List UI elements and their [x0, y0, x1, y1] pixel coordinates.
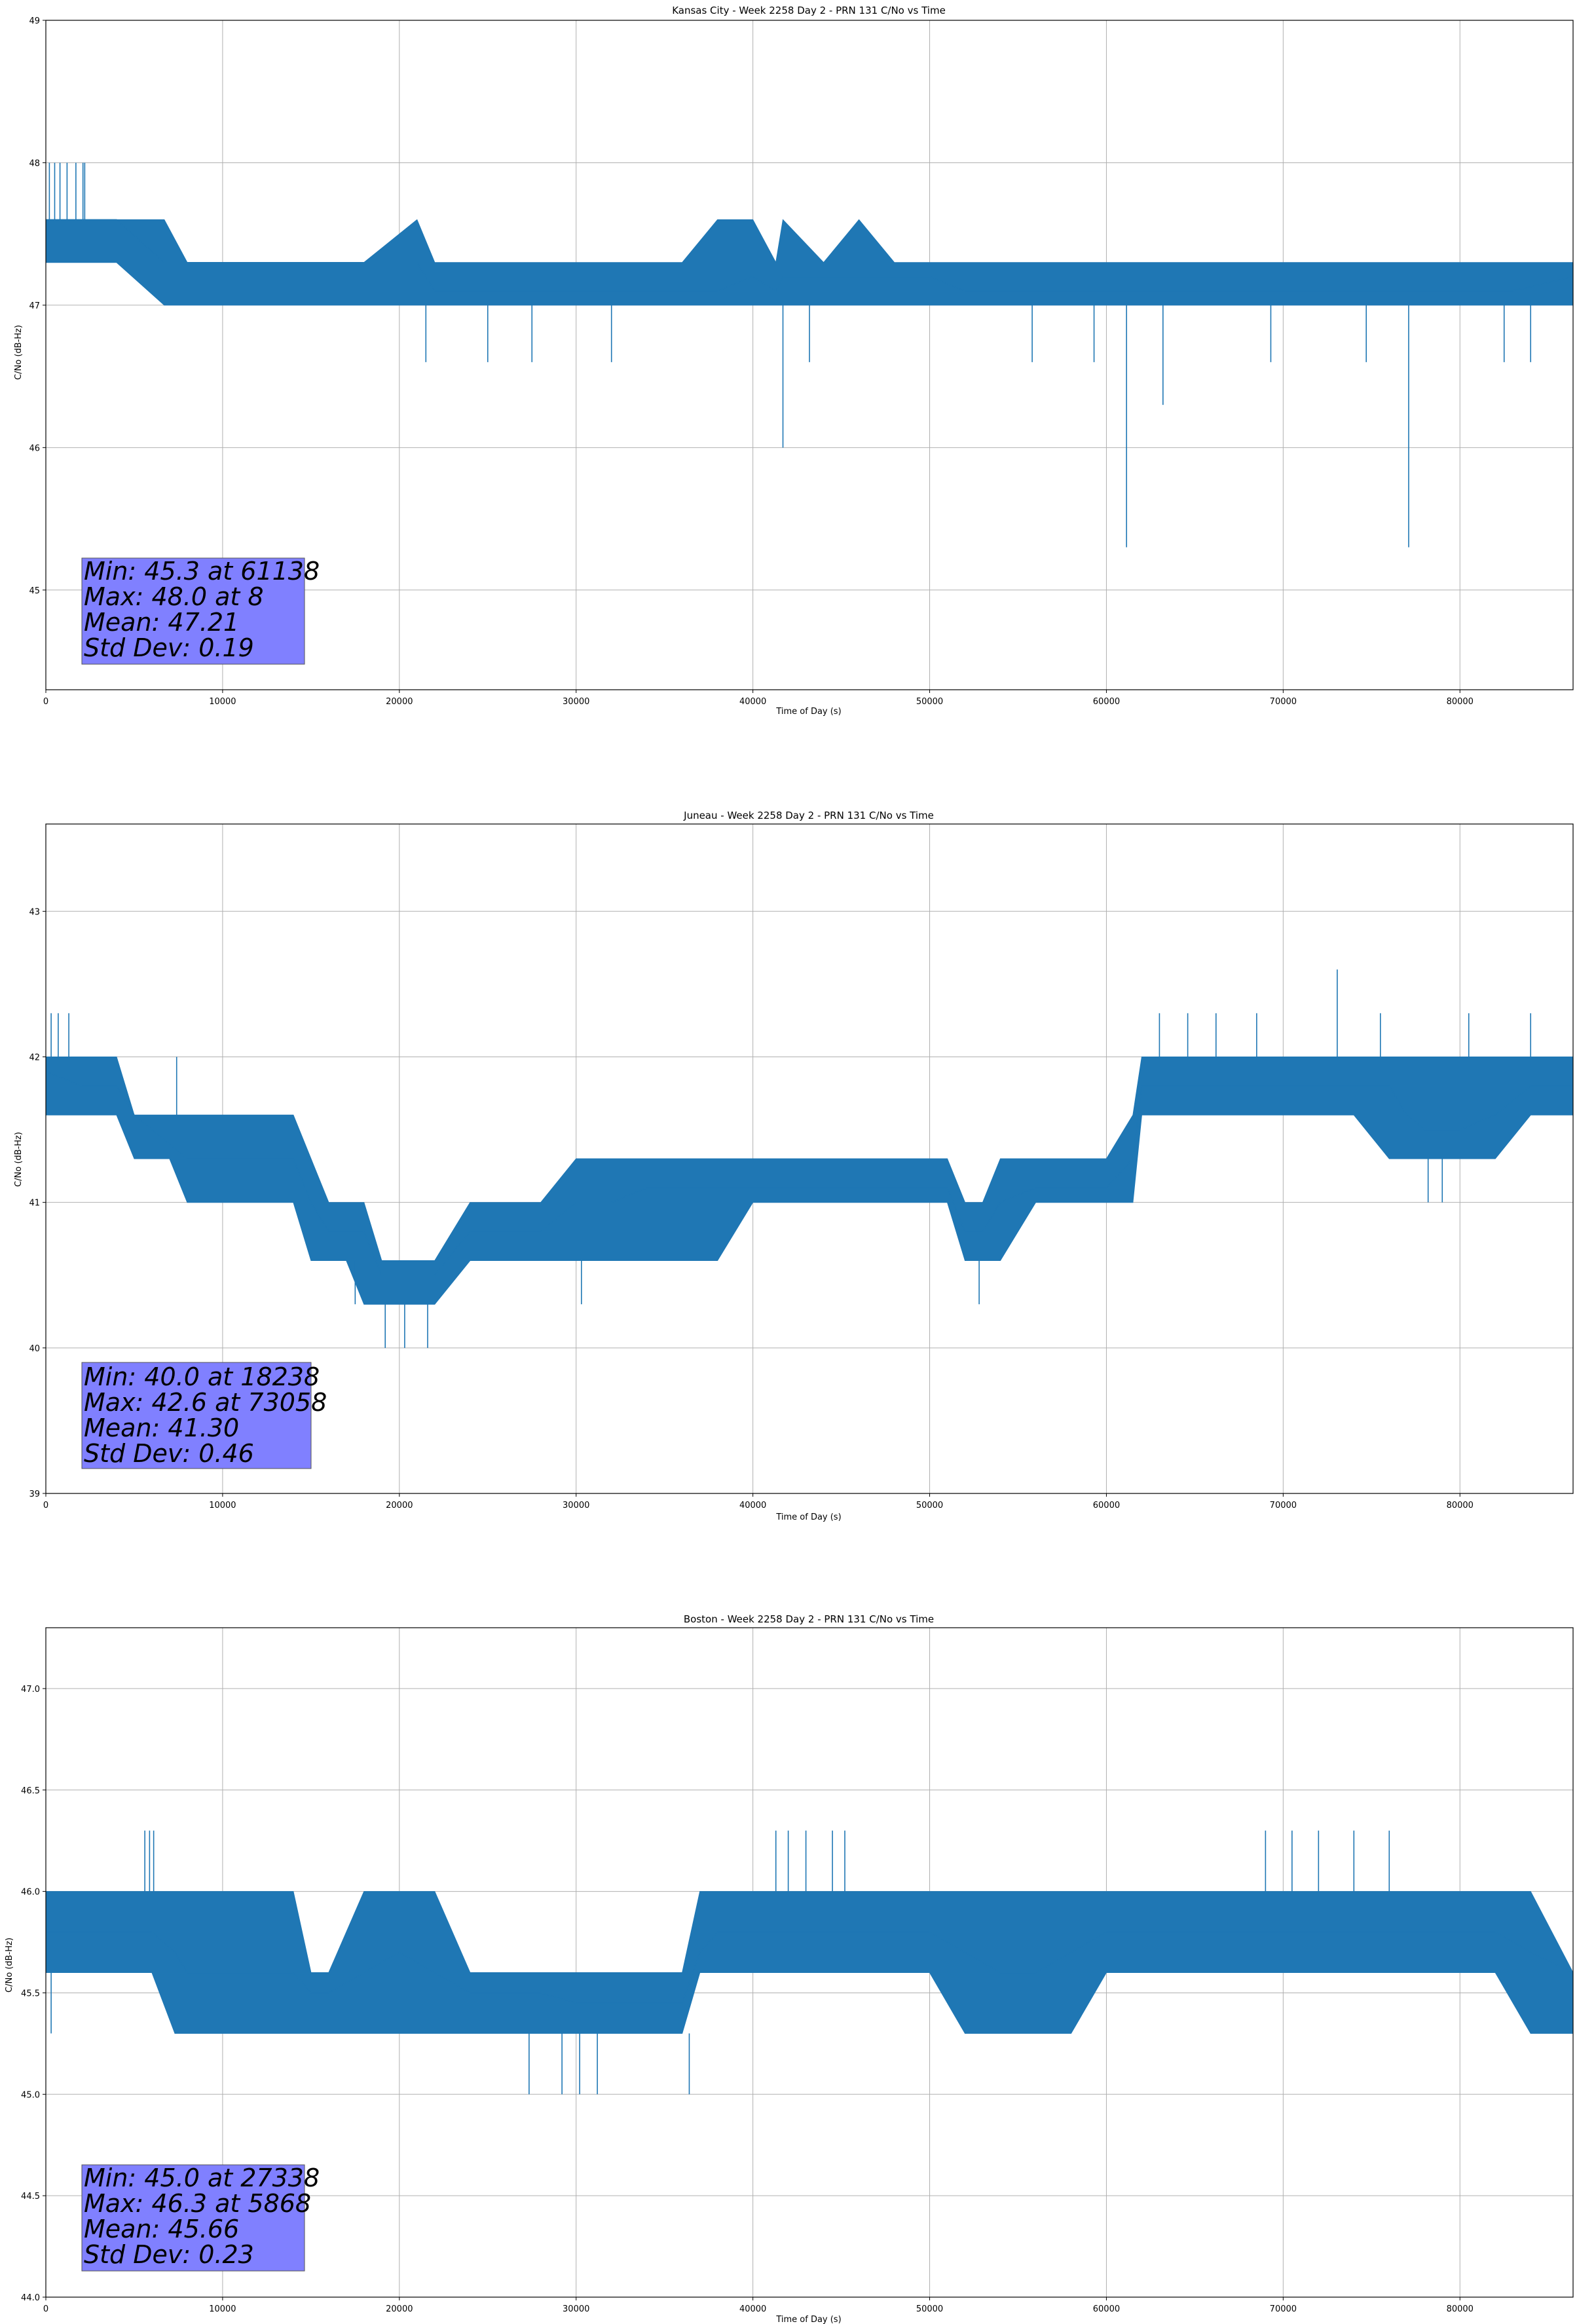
- y-tick-label: 47.0: [21, 1685, 40, 1695]
- y-tick-label: 44.0: [21, 2293, 40, 2303]
- y-axis-label: C/No (dB-Hz): [14, 325, 24, 380]
- y-tick-label: 46: [29, 443, 40, 453]
- y-tick-label: 45: [29, 586, 40, 596]
- panel-title: Kansas City - Week 2258 Day 2 - PRN 131 …: [672, 5, 946, 16]
- series-line: [45, 1071, 1573, 1276]
- y-tick-label: 45.5: [21, 1989, 40, 1998]
- y-tick-label: 39: [29, 1490, 40, 1499]
- stats-max: Max: 42.6 at 73058: [84, 1388, 327, 1417]
- x-tick-label: 70000: [1270, 697, 1297, 707]
- x-tick-label: 80000: [1447, 2304, 1474, 2314]
- stats-std-dev: Std Dev: 0.46: [84, 1439, 254, 1468]
- x-axis-label: Time of Day (s): [775, 2315, 841, 2324]
- x-tick-label: 50000: [916, 1501, 943, 1510]
- x-tick-label: 0: [43, 2304, 48, 2314]
- y-tick-label: 44.5: [21, 2192, 40, 2202]
- stats-min: Min: 45.3 at 61138: [84, 557, 320, 586]
- x-tick-label: 10000: [209, 2304, 236, 2314]
- panel-title: Boston - Week 2258 Day 2 - PRN 131 C/No …: [684, 1613, 934, 1625]
- y-tick-label: 42: [29, 1053, 40, 1062]
- y-tick-label: 47: [29, 301, 40, 311]
- series-line: [46, 1931, 1574, 2004]
- stats-max: Max: 46.3 at 5868: [84, 2189, 311, 2218]
- stats-max: Max: 48.0 at 8: [84, 582, 264, 611]
- y-tick-label: 40: [29, 1344, 40, 1354]
- x-tick-label: 50000: [916, 697, 943, 707]
- y-tick-label: 46.5: [21, 1786, 40, 1796]
- x-tick-label: 60000: [1093, 1501, 1120, 1510]
- stats-mean: Mean: 47.21: [84, 608, 239, 637]
- y-tick-label: 45.0: [21, 2090, 40, 2100]
- x-tick-label: 50000: [916, 2304, 943, 2314]
- stats-box: Min: 45.0 at 27338 Max: 46.3 at 5868 Mea…: [81, 2164, 320, 2272]
- x-tick-label: 80000: [1447, 1501, 1474, 1510]
- x-tick-label: 30000: [563, 1501, 589, 1510]
- x-tick-label: 30000: [563, 2304, 589, 2314]
- x-tick-label: 10000: [209, 1501, 236, 1510]
- stats-box: Min: 45.3 at 61138 Max: 48.0 at 8 Mean: …: [81, 557, 320, 665]
- x-tick-label: 60000: [1093, 2304, 1120, 2314]
- x-tick-label: 20000: [386, 1501, 413, 1510]
- stats-min: Min: 40.0 at 18238: [84, 1362, 320, 1391]
- y-tick-label: 49: [29, 16, 40, 26]
- x-tick-label: 20000: [386, 697, 413, 707]
- x-tick-label: 60000: [1093, 697, 1120, 707]
- panel-boston: Boston - Week 2258 Day 2 - PRN 131 C/No …: [5, 1613, 1574, 2324]
- y-axis-label: C/No (dB-Hz): [5, 1938, 14, 1993]
- stats-std-dev: Std Dev: 0.23: [84, 2240, 254, 2269]
- stats-mean: Mean: 41.30: [84, 1414, 239, 1442]
- panel-kansas-city: Kansas City - Week 2258 Day 2 - PRN 131 …: [14, 5, 1574, 717]
- stats-min: Min: 45.0 at 27338: [84, 2164, 320, 2192]
- x-tick-label: 70000: [1270, 2304, 1297, 2314]
- stats-std-dev: Std Dev: 0.19: [84, 633, 254, 662]
- y-tick-label: 48: [29, 159, 40, 168]
- x-tick-label: 0: [43, 1501, 48, 1510]
- panel-title: Juneau - Week 2258 Day 2 - PRN 131 C/No …: [683, 810, 934, 821]
- stats-background: [81, 1362, 312, 1469]
- x-tick-label: 80000: [1447, 697, 1474, 707]
- x-tick-label: 20000: [386, 2304, 413, 2314]
- stats-box: Min: 40.0 at 18238 Max: 42.6 at 73058 Me…: [81, 1362, 327, 1469]
- stats-background: [81, 557, 305, 665]
- y-tick-label: 46.0: [21, 1888, 40, 1898]
- plot-area: 0 10000 20000 30000 40000 50000 60000 70000 8000…: [21, 1627, 1574, 2314]
- series-line: [46, 219, 1574, 292]
- x-tick-label: 10000: [209, 697, 236, 707]
- x-axis-label: Time of Day (s): [775, 707, 841, 717]
- x-tick-label: 30000: [563, 697, 589, 707]
- x-tick-label: 40000: [739, 697, 766, 707]
- plot-area: 0 10000 20000 30000 40000 50000 60000 70000 8000…: [29, 823, 1574, 1510]
- y-axis-label: C/No (dB-Hz): [14, 1132, 24, 1187]
- x-tick-label: 40000: [739, 1501, 766, 1510]
- stats-background: [81, 2164, 305, 2272]
- axes-frame: [45, 823, 1574, 1494]
- x-tick-label: 40000: [739, 2304, 766, 2314]
- x-tick-label: 70000: [1270, 1501, 1297, 1510]
- x-tick-label: 0: [43, 697, 48, 707]
- y-tick-label: 41: [29, 1199, 40, 1209]
- x-axis-label: Time of Day (s): [775, 1512, 841, 1522]
- axes-frame: [45, 1627, 1574, 2298]
- stats-mean: Mean: 45.66: [84, 2215, 239, 2243]
- axes-frame: [45, 20, 1574, 690]
- y-tick-label: 43: [29, 907, 40, 917]
- panel-juneau: Juneau - Week 2258 Day 2 - PRN 131 C/No …: [14, 810, 1574, 1522]
